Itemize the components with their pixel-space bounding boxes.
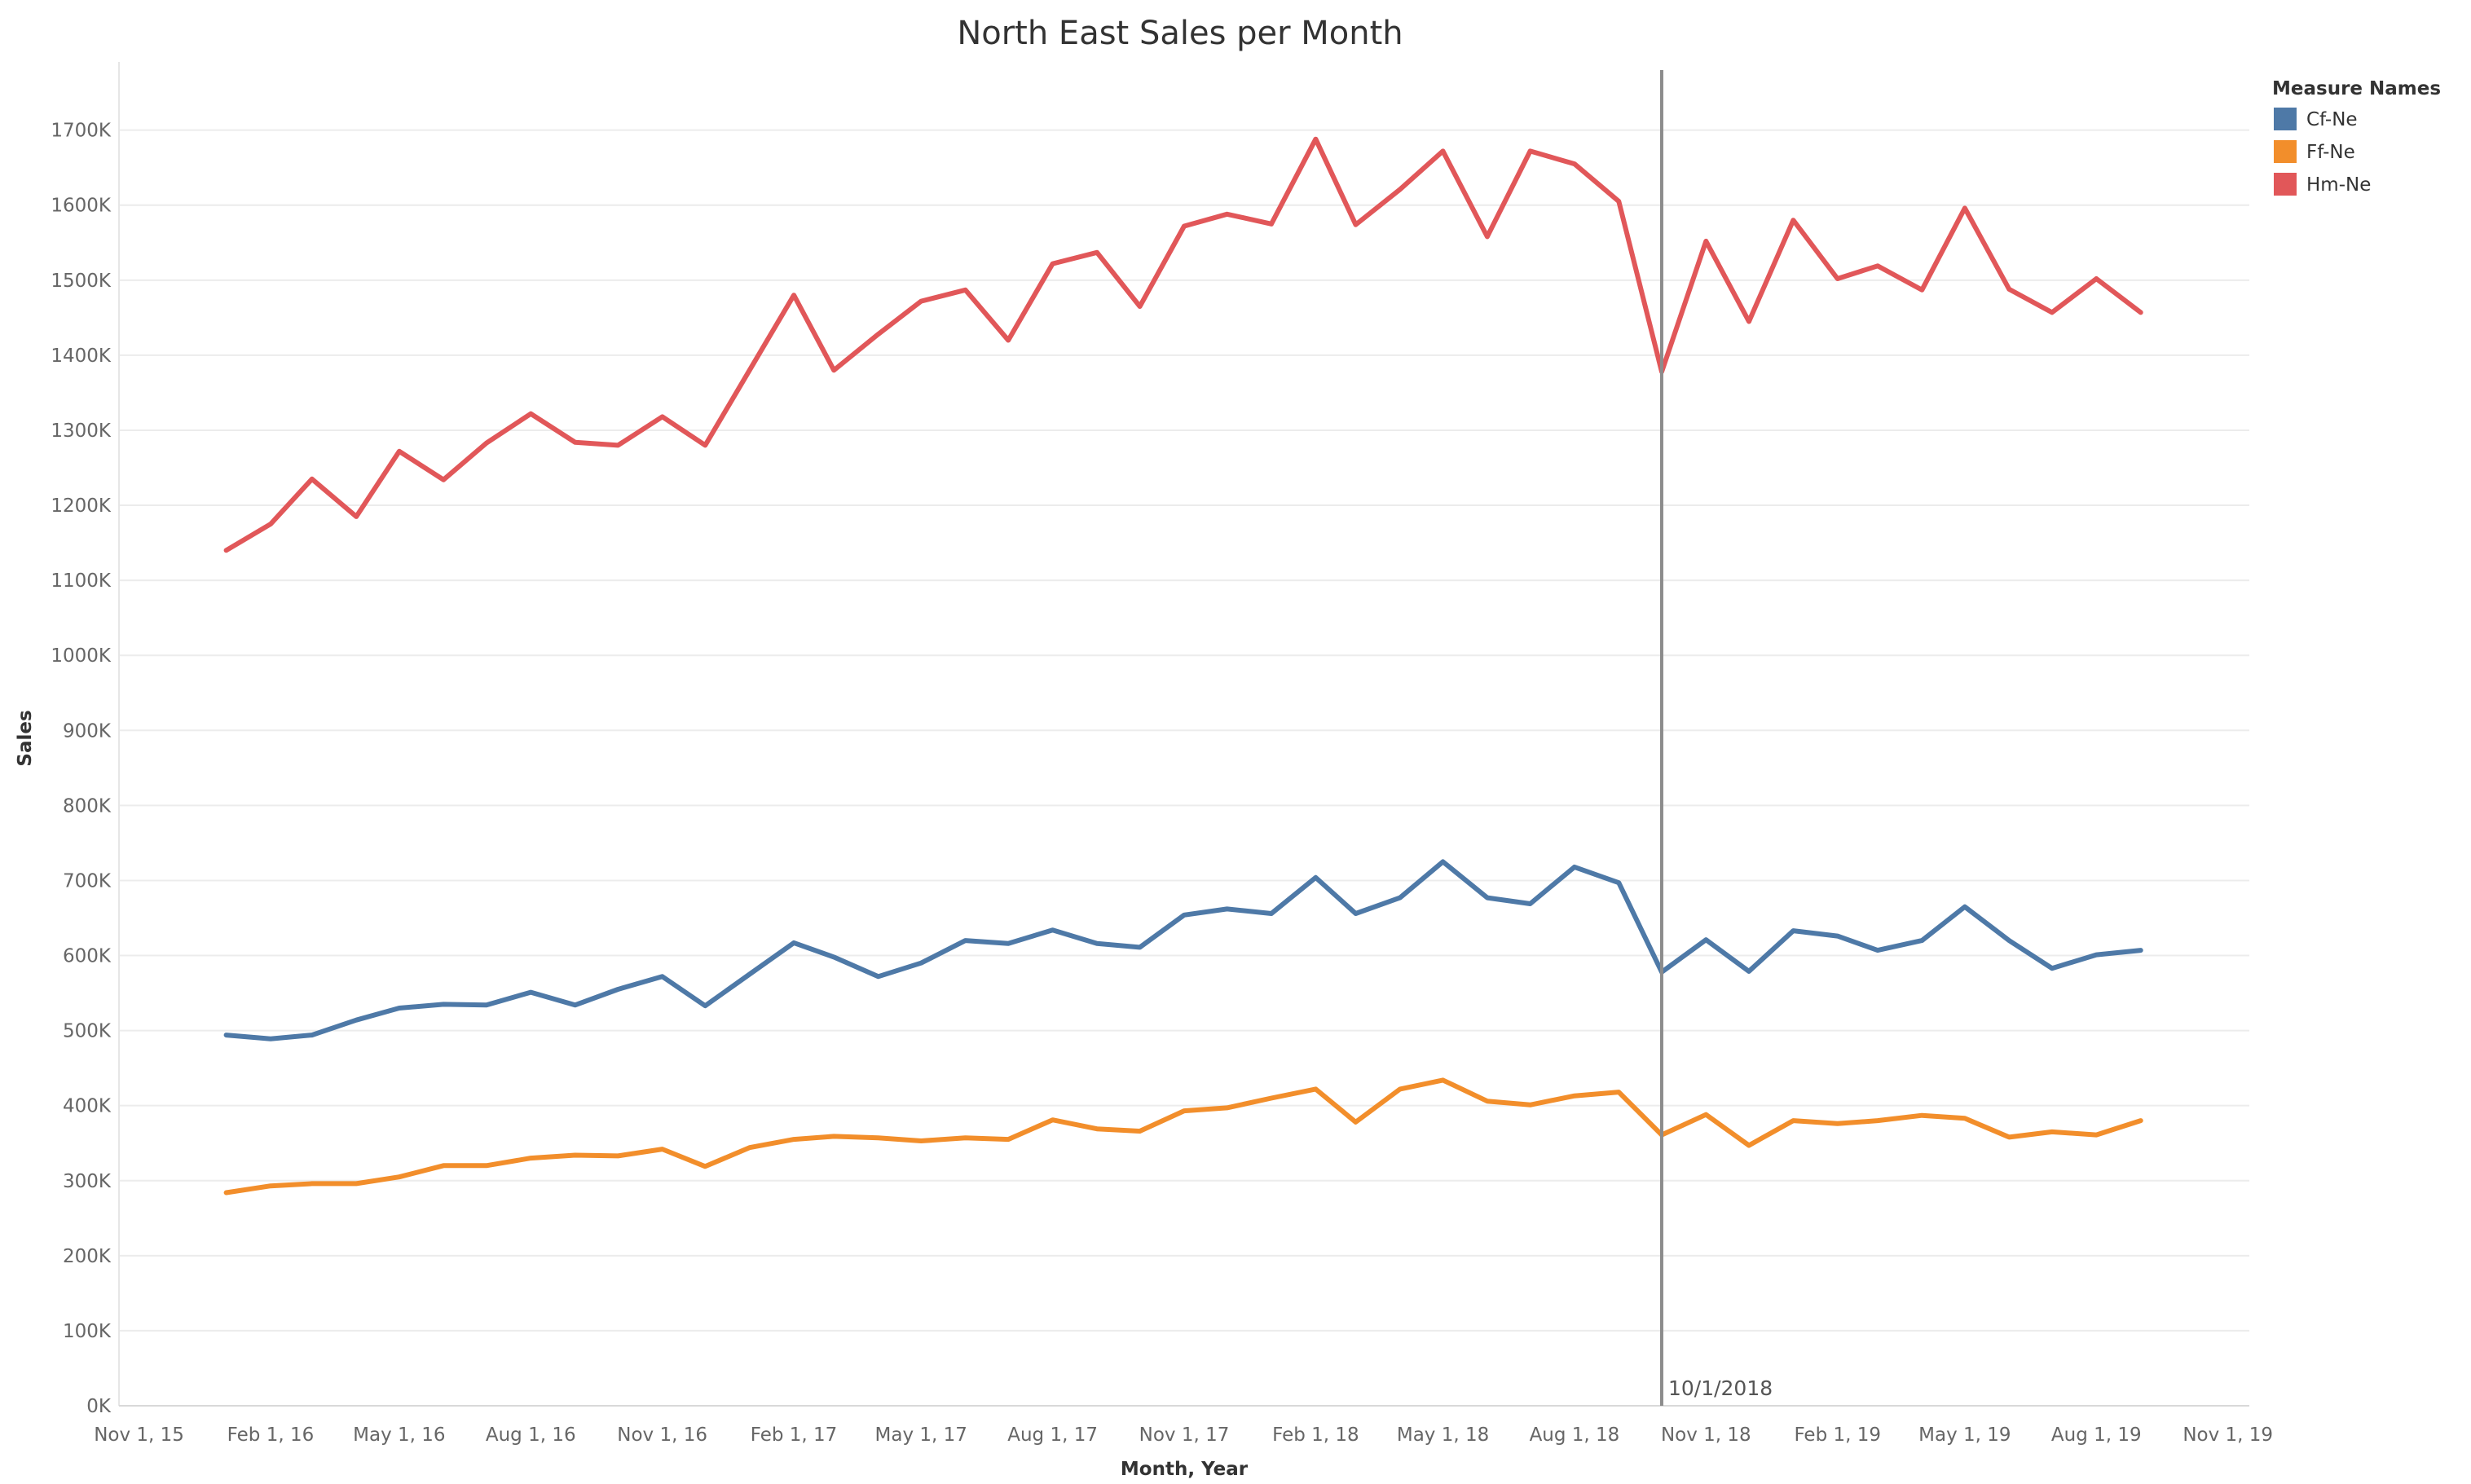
legend-swatch-ff-ne: [2274, 140, 2297, 163]
x-tick-label: Nov 1, 18: [1661, 1425, 1751, 1446]
series-line-ff-ne: [223, 1077, 2143, 1196]
grid-lines: [119, 129, 2249, 1332]
legend-title: Measure Names: [2272, 78, 2441, 99]
reference-line-group: 10/1/2018: [1659, 70, 1773, 1406]
x-tick-label: Aug 1, 19: [2051, 1425, 2142, 1446]
legend-swatch-hm-ne: [2274, 173, 2297, 196]
legend-label-ff-ne: Ff-Ne: [2306, 142, 2355, 163]
y-tick-label: 1700K: [51, 121, 112, 142]
x-tick-label: May 1, 19: [1918, 1425, 2011, 1446]
series-lines: [223, 136, 2143, 1196]
y-tick-label: 1400K: [51, 346, 112, 367]
x-tick-label: Nov 1, 17: [1139, 1425, 1230, 1446]
x-tick-label: Aug 1, 18: [1530, 1425, 1620, 1446]
y-tick-label: 800K: [63, 795, 112, 817]
x-tick-label: Nov 1, 16: [617, 1425, 707, 1446]
y-tick-label: 0K: [86, 1396, 112, 1417]
x-axis: Nov 1, 15 Feb 1, 16 May 1, 16 Aug 1, 16 Nov …: [94, 1405, 2273, 1446]
y-tick-label: 1200K: [51, 495, 112, 517]
series-line-hm-ne: [223, 136, 2143, 553]
y-tick-label: 700K: [63, 870, 112, 892]
x-tick-label: Feb 1, 19: [1794, 1425, 1881, 1446]
x-axis-title: Month, Year: [1121, 1459, 1249, 1480]
x-tick-label: Feb 1, 17: [751, 1425, 838, 1446]
x-tick-label: Nov 1, 15: [94, 1425, 184, 1446]
y-tick-label: 1100K: [51, 570, 112, 592]
chart-title: North East Sales per Month: [957, 15, 1403, 52]
y-axis-title: Sales: [15, 710, 36, 766]
x-tick-label: Aug 1, 17: [1007, 1425, 1098, 1446]
y-tick-label: 200K: [63, 1246, 112, 1267]
x-tick-label: Aug 1, 16: [486, 1425, 576, 1446]
y-tick-label: 400K: [63, 1096, 112, 1117]
x-tick-label: May 1, 18: [1397, 1425, 1489, 1446]
y-axis: 0K 100K 200K 300K 400K 500K 600K 700K 800K 900K 10…: [51, 62, 120, 1417]
y-tick-label: 1000K: [51, 645, 112, 667]
series-line-cf-ne: [223, 859, 2143, 1041]
y-tick-label: 1500K: [51, 271, 112, 292]
legend: Measure Names Cf-Ne Ff-Ne Hm-Ne: [2272, 78, 2441, 196]
legend-label-cf-ne: Cf-Ne: [2306, 109, 2358, 130]
x-tick-label: May 1, 16: [353, 1425, 445, 1446]
reference-line-label: 10/1/2018: [1668, 1376, 1773, 1400]
x-tick-label: Feb 1, 16: [227, 1425, 315, 1446]
x-tick-label: Nov 1, 19: [2182, 1425, 2273, 1446]
y-tick-label: 500K: [63, 1021, 112, 1042]
y-tick-label: 1300K: [51, 421, 112, 442]
legend-label-hm-ne: Hm-Ne: [2306, 174, 2371, 196]
y-tick-label: 600K: [63, 946, 112, 967]
x-tick-label: May 1, 17: [875, 1425, 967, 1446]
x-tick-label: Feb 1, 18: [1272, 1425, 1359, 1446]
y-tick-label: 1600K: [51, 196, 112, 217]
y-tick-label: 900K: [63, 720, 112, 742]
legend-swatch-cf-ne: [2274, 108, 2297, 130]
y-tick-label: 300K: [63, 1171, 112, 1192]
y-tick-label: 100K: [63, 1321, 112, 1342]
